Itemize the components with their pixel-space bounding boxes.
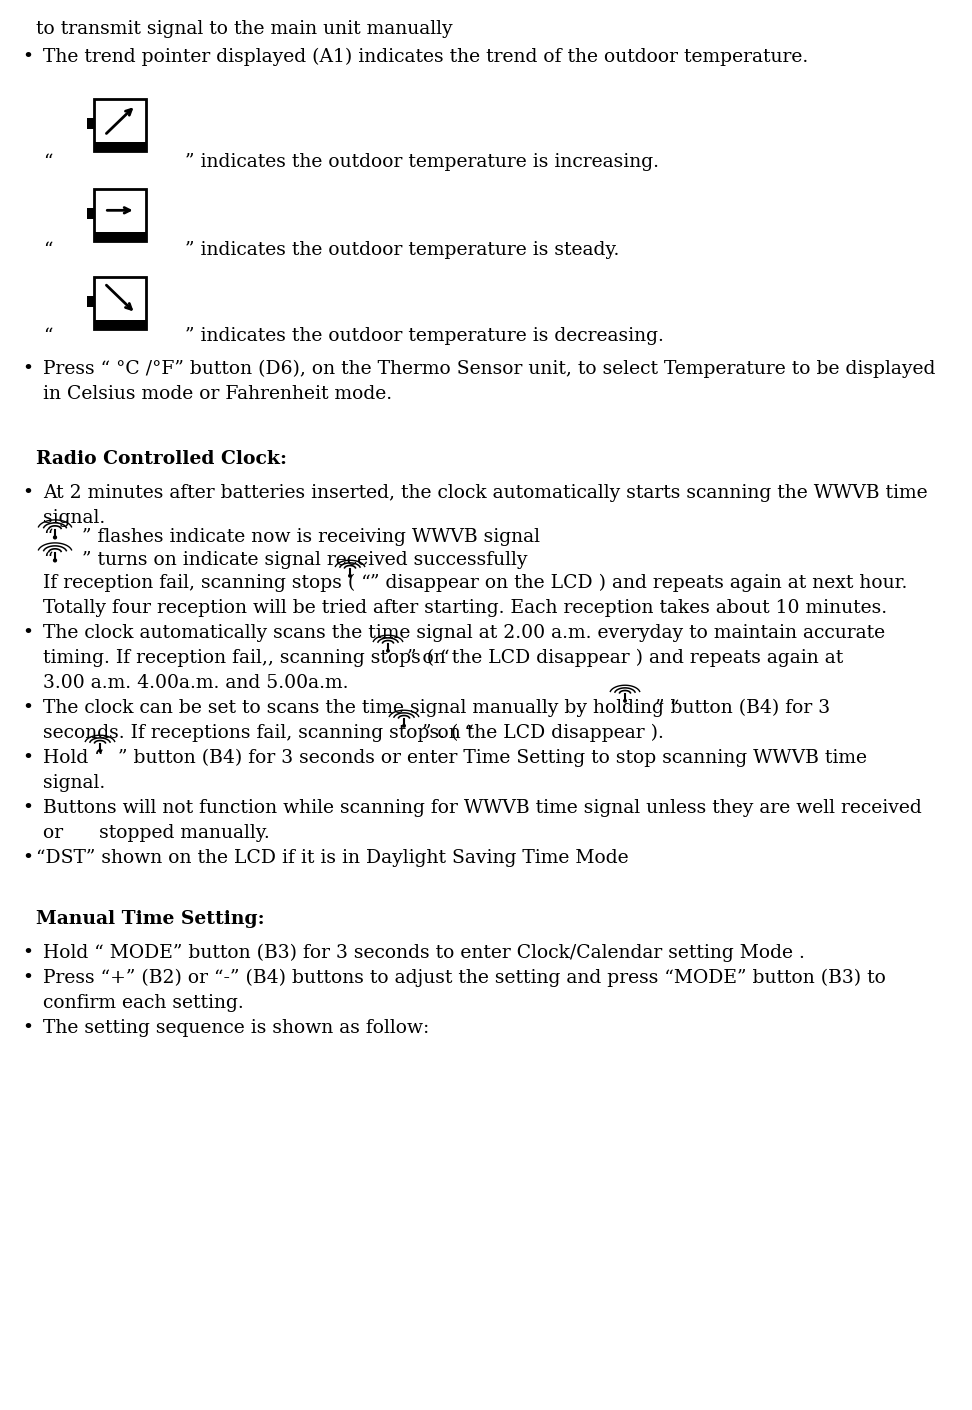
Text: •: •	[22, 1019, 33, 1036]
Text: 3.00 a.m. 4.00a.m. and 5.00a.m.: 3.00 a.m. 4.00a.m. and 5.00a.m.	[43, 674, 349, 692]
Text: •: •	[22, 48, 33, 66]
Text: •: •	[22, 699, 33, 718]
Text: Press “+” (B2) or “-” (B4) buttons to adjust the setting and press “MODE” button: Press “+” (B2) or “-” (B4) buttons to ad…	[43, 969, 885, 987]
Text: •: •	[22, 799, 33, 816]
Text: •: •	[22, 625, 33, 642]
Text: ” flashes indicate now is receiving WWVB signal: ” flashes indicate now is receiving WWVB…	[82, 527, 540, 546]
Text: Hold “: Hold “	[43, 749, 104, 767]
Text: Buttons will not function while scanning for WWVB time signal unless they are we: Buttons will not function while scanning…	[43, 799, 921, 816]
Polygon shape	[387, 650, 389, 651]
Text: “: “	[43, 154, 52, 171]
Text: •: •	[22, 969, 33, 987]
Text: If reception fail, scanning stops ( “: If reception fail, scanning stops ( “	[43, 574, 370, 592]
Polygon shape	[53, 558, 56, 561]
Bar	[94, 99, 146, 151]
Text: ” indicates the outdoor temperature is increasing.: ” indicates the outdoor temperature is i…	[185, 154, 659, 171]
Text: to transmit signal to the main unit manually: to transmit signal to the main unit manu…	[36, 20, 453, 38]
Text: Press “ °C /°F” button (D6), on the Thermo Sensor unit, to select Temperature to: Press “ °C /°F” button (D6), on the Ther…	[43, 360, 935, 378]
Text: The trend pointer displayed (A1) indicates the trend of the outdoor temperature.: The trend pointer displayed (A1) indicat…	[43, 48, 809, 66]
Text: ” on the LCD disappear ) and repeats again at: ” on the LCD disappear ) and repeats aga…	[407, 649, 844, 667]
Text: ” indicates the outdoor temperature is decreasing.: ” indicates the outdoor temperature is d…	[185, 327, 664, 345]
Text: “: “	[43, 241, 52, 259]
Text: “: “	[43, 527, 52, 546]
Text: Manual Time Setting:: Manual Time Setting:	[36, 909, 264, 928]
Text: “: “	[43, 327, 52, 345]
Text: The clock can be set to scans the time signal manually by holding “: The clock can be set to scans the time s…	[43, 699, 679, 718]
Text: •: •	[22, 360, 33, 378]
Text: Radio Controlled Clock:: Radio Controlled Clock:	[36, 450, 287, 468]
Text: ” button (B4) for 3: ” button (B4) for 3	[643, 699, 830, 718]
Polygon shape	[53, 536, 56, 539]
Text: ” disappear on the LCD ) and repeats again at next hour.: ” disappear on the LCD ) and repeats aga…	[370, 574, 908, 592]
Bar	[87, 296, 94, 307]
Bar	[87, 207, 94, 219]
Text: Totally four reception will be tried after starting. Each reception takes about : Totally four reception will be tried aft…	[43, 599, 887, 618]
Text: signal.: signal.	[43, 509, 105, 527]
Bar	[94, 276, 146, 329]
Text: ” on the LCD disappear ).: ” on the LCD disappear ).	[422, 723, 664, 742]
Polygon shape	[624, 699, 626, 702]
Text: “DST” shown on the LCD if it is in Daylight Saving Time Mode: “DST” shown on the LCD if it is in Dayli…	[36, 849, 629, 867]
Text: Hold “ MODE” button (B3) for 3 seconds to enter Clock/Calendar setting Mode .: Hold “ MODE” button (B3) for 3 seconds t…	[43, 945, 805, 962]
Text: in Celsius mode or Fahrenheit mode.: in Celsius mode or Fahrenheit mode.	[43, 385, 392, 403]
Text: signal.: signal.	[43, 774, 105, 792]
Text: ” turns on indicate signal received successfully: ” turns on indicate signal received succ…	[82, 551, 528, 570]
Text: timing. If reception fail,, scanning stops ( “: timing. If reception fail,, scanning sto…	[43, 649, 450, 667]
Text: The clock automatically scans the time signal at 2.00 a.m. everyday to maintain : The clock automatically scans the time s…	[43, 625, 885, 642]
Text: •: •	[22, 749, 33, 767]
Text: The setting sequence is shown as follow:: The setting sequence is shown as follow:	[43, 1019, 430, 1036]
Polygon shape	[349, 574, 351, 577]
Text: “: “	[43, 551, 52, 570]
Bar	[94, 189, 146, 241]
Text: ” button (B4) for 3 seconds or enter Time Setting to stop scanning WWVB time: ” button (B4) for 3 seconds or enter Tim…	[118, 749, 867, 767]
Text: confirm each setting.: confirm each setting.	[43, 994, 244, 1012]
Text: •: •	[22, 945, 33, 962]
Text: or      stopped manually.: or stopped manually.	[43, 823, 270, 842]
Text: •: •	[22, 484, 33, 502]
Text: seconds. If receptions fail, scanning stops. ( “: seconds. If receptions fail, scanning st…	[43, 723, 474, 742]
Polygon shape	[402, 725, 405, 728]
Polygon shape	[99, 750, 101, 752]
Text: At 2 minutes after batteries inserted, the clock automatically starts scanning t: At 2 minutes after batteries inserted, t…	[43, 484, 927, 502]
Bar	[94, 141, 146, 151]
Bar	[94, 231, 146, 241]
Text: ” indicates the outdoor temperature is steady.: ” indicates the outdoor temperature is s…	[185, 241, 619, 259]
Bar	[94, 320, 146, 329]
Text: •: •	[22, 849, 33, 867]
Bar	[87, 117, 94, 130]
